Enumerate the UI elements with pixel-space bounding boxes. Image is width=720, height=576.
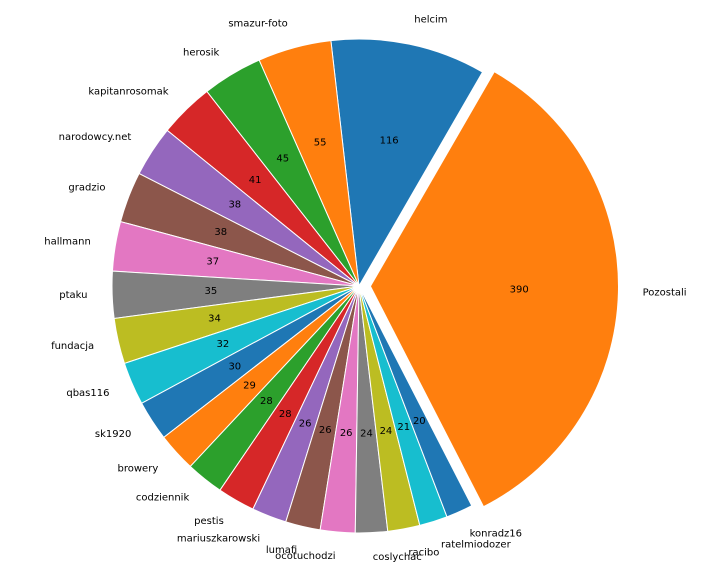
pie-slices xyxy=(111,38,618,534)
pie-value-label: 29 xyxy=(243,380,256,391)
pie-slice-konradz16 xyxy=(358,285,473,518)
pie-slice-label: browery xyxy=(118,464,159,475)
pie-value-label: 20 xyxy=(413,416,426,427)
pie-slice-label: racibo xyxy=(408,548,439,559)
pie-slice-label: herosik xyxy=(183,47,219,58)
pie-value-label: 41 xyxy=(249,175,262,186)
pie-value-label: 26 xyxy=(340,428,353,439)
pie-slice-label: coslychac xyxy=(373,552,422,563)
pie-slice-helcim xyxy=(330,38,484,288)
pie-slice-label: kapitanrosomak xyxy=(88,87,168,98)
pie-value-label: 116 xyxy=(380,135,399,146)
pie-value-label: 55 xyxy=(314,137,327,148)
pie-slice-label: ratelmiodozer xyxy=(441,540,512,551)
pie-value-label: 32 xyxy=(217,339,230,350)
pie-slice-label: Pozostali xyxy=(643,288,687,299)
pie-value-label: 24 xyxy=(380,426,393,437)
pie-slice-label: ptaku xyxy=(59,290,87,301)
pie-value-label: 28 xyxy=(279,409,292,420)
pie-slice-label: mariuszkarowski xyxy=(177,534,260,545)
pie-slice-label: codziennik xyxy=(136,493,190,504)
pie-slice-label: narodowcy.net xyxy=(59,132,132,143)
pie-value-label: 37 xyxy=(206,257,219,268)
pie-value-label: 21 xyxy=(397,422,410,433)
pie-slice-label: smazur-foto xyxy=(228,18,287,29)
pie-slice-pozostali xyxy=(370,72,618,507)
pie-value-label: 45 xyxy=(276,153,289,164)
pie-slice-label: fundacja xyxy=(51,341,94,352)
pie-value-label: 34 xyxy=(208,314,221,325)
pie-slice-label: sk1920 xyxy=(95,429,131,440)
pie-slice-label: konradz16 xyxy=(470,529,522,540)
pie-slice-label: qbas116 xyxy=(66,388,109,399)
pie-value-label: 26 xyxy=(299,419,312,430)
pie-value-label: 38 xyxy=(214,227,227,238)
pie-value-label: 28 xyxy=(260,396,273,407)
pie-value-label: 30 xyxy=(228,361,241,372)
pie-slice-label: gradzio xyxy=(68,183,105,194)
pie-value-label: 26 xyxy=(319,425,332,436)
pie-slice-label: lumafi xyxy=(266,545,297,556)
pie-value-label: 24 xyxy=(360,429,373,440)
pie-value-label: 38 xyxy=(228,200,241,211)
pie-slice-label: pestis xyxy=(194,516,224,527)
pie-slice-label: helcim xyxy=(414,14,447,25)
pie-value-label: 390 xyxy=(510,284,529,295)
pie-slice-label: hallmann xyxy=(44,237,91,248)
pie-slice-labels: helcim smazur-foto herosik kapitanrosomak na… xyxy=(44,14,686,562)
pie-slice-label: ocotuchodzi xyxy=(275,551,335,562)
pie-value-label: 35 xyxy=(205,286,218,297)
